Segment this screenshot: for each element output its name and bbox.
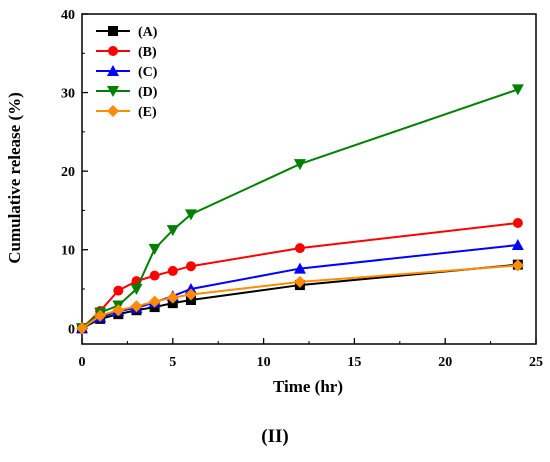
legend-label: (C)	[138, 65, 158, 80]
x-tick-label: 5	[169, 355, 176, 370]
data-point	[293, 262, 306, 274]
legend-entry: (C)	[96, 65, 158, 80]
y-tick-label: 30	[61, 87, 75, 102]
series-3	[76, 84, 524, 335]
x-axis-label: Time (hr)	[273, 377, 343, 396]
x-tick-label: 15	[347, 355, 361, 370]
y-tick-label: 40	[61, 8, 75, 23]
y-axis-label: Cumulative release (%)	[5, 92, 24, 264]
plot-frame	[81, 13, 537, 345]
legend-marker	[108, 26, 118, 36]
data-point	[94, 309, 107, 322]
data-point	[112, 304, 125, 317]
data-point	[148, 295, 161, 308]
legend-label: (E)	[138, 105, 157, 120]
data-point	[148, 243, 161, 255]
data-point	[511, 239, 524, 250]
series-layer	[76, 84, 524, 335]
legend-label: (B)	[138, 45, 157, 60]
series-line	[81, 88, 519, 330]
axes: 0 5 10 15 20 25 0 10 20 30 40	[61, 8, 543, 370]
data-point	[149, 270, 160, 281]
data-point	[76, 322, 88, 335]
legend-marker	[107, 86, 119, 97]
legend-label: (A)	[138, 25, 158, 40]
data-point	[293, 275, 306, 288]
release-chart: 0 5 10 15 20 25 0 10 20 30 40 (A) (B) (C) (D) (E) Time…	[5, 8, 543, 396]
legend: (A) (B) (C) (D) (E)	[96, 25, 158, 120]
series-line	[81, 222, 518, 330]
legend-entry: (D)	[96, 85, 158, 100]
x-tick-label: 10	[257, 355, 271, 370]
y-tick-label: 20	[61, 165, 75, 180]
data-point	[185, 261, 196, 272]
legend-marker	[107, 65, 119, 76]
data-point	[511, 259, 524, 272]
data-point	[184, 209, 197, 221]
legend-entry: (B)	[96, 45, 157, 60]
legend-entry: (E)	[96, 105, 157, 120]
legend-label: (D)	[138, 85, 158, 100]
figure-caption: (II)	[261, 426, 289, 447]
series-4	[76, 259, 524, 335]
x-tick-label: 20	[438, 355, 452, 370]
data-point	[167, 265, 178, 276]
legend-marker	[108, 46, 118, 56]
series-1	[77, 218, 523, 334]
x-tick-label: 0	[79, 355, 86, 370]
data-point	[511, 84, 524, 96]
x-tick-label: 25	[529, 355, 543, 370]
legend-entry: (A)	[96, 25, 158, 40]
data-point	[130, 300, 143, 313]
data-point	[184, 288, 197, 301]
legend-marker	[107, 105, 119, 117]
data-point	[294, 243, 305, 254]
series-line	[81, 264, 518, 330]
y-tick-label: 10	[61, 244, 75, 259]
data-point	[166, 225, 179, 237]
data-point	[512, 218, 523, 228]
data-point	[293, 159, 306, 171]
y-tick-label: 0	[68, 322, 75, 337]
data-point	[113, 285, 124, 296]
series-line	[81, 263, 518, 330]
data-point	[166, 291, 179, 304]
data-point	[130, 284, 143, 295]
